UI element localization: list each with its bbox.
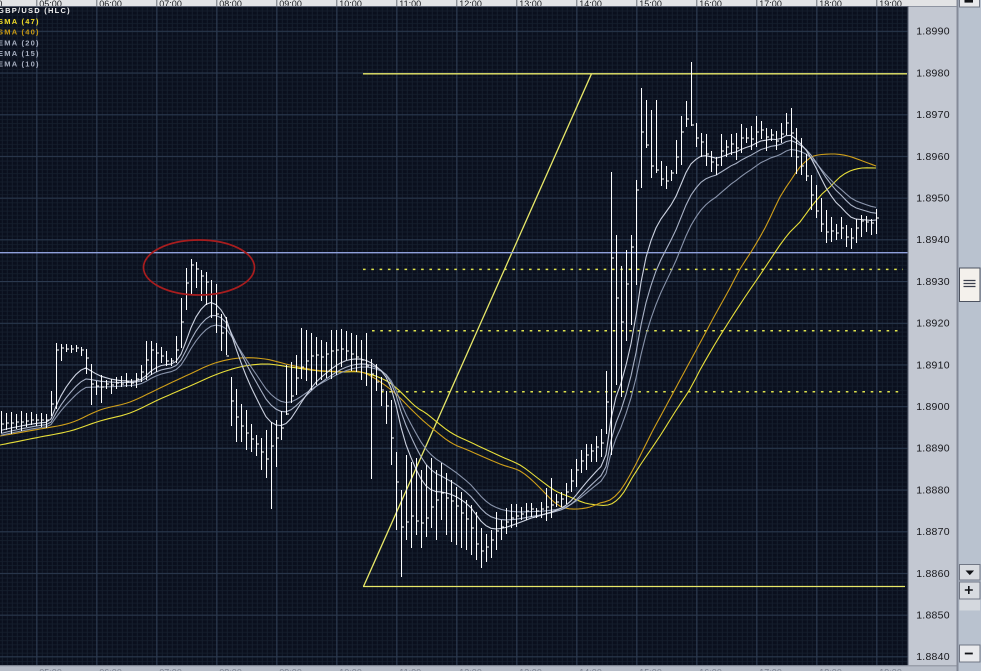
svg-text:07:00: 07:00 (159, 667, 182, 671)
svg-text:1.8970: 1.8970 (916, 109, 950, 121)
svg-text:SMA (47): SMA (47) (0, 17, 40, 26)
svg-text:1.8880: 1.8880 (916, 484, 950, 496)
svg-text:09:00: 09:00 (279, 0, 302, 9)
svg-text:EMA (20): EMA (20) (0, 38, 40, 47)
svg-text:1.8960: 1.8960 (916, 151, 950, 163)
svg-text:05:00: 05:00 (39, 0, 62, 9)
svg-text:1.8940: 1.8940 (916, 234, 950, 246)
svg-text:16:00: 16:00 (699, 0, 722, 9)
svg-text:1.8980: 1.8980 (916, 67, 950, 79)
svg-text:14:00: 14:00 (579, 667, 602, 671)
svg-text:17:00: 17:00 (759, 0, 782, 9)
svg-text:19:00: 19:00 (879, 0, 902, 9)
svg-text:07:00: 07:00 (159, 0, 182, 9)
svg-text:18:00: 18:00 (819, 0, 842, 9)
svg-text:15:00: 15:00 (639, 667, 662, 671)
svg-text:11:00: 11:00 (399, 0, 421, 9)
svg-text:1.8950: 1.8950 (916, 193, 950, 205)
svg-text:1.8870: 1.8870 (916, 526, 950, 538)
svg-text:1.8990: 1.8990 (916, 26, 950, 38)
svg-text:06:00: 06:00 (99, 0, 122, 9)
svg-text:19:00: 19:00 (879, 667, 902, 671)
svg-text:GBP/USD (HLC): GBP/USD (HLC) (0, 6, 71, 15)
svg-text:1.8890: 1.8890 (916, 443, 950, 455)
svg-text:1.8930: 1.8930 (916, 276, 950, 288)
svg-text:EMA (15): EMA (15) (0, 49, 40, 58)
svg-text:11:00: 11:00 (399, 667, 421, 671)
svg-text:13:00: 13:00 (519, 667, 542, 671)
svg-text:1.8860: 1.8860 (916, 568, 950, 580)
svg-text:08:00: 08:00 (219, 667, 242, 671)
svg-text:12:00: 12:00 (459, 667, 482, 671)
svg-text:06:00: 06:00 (99, 667, 122, 671)
svg-text:08:00: 08:00 (219, 0, 242, 9)
svg-text:04:00: 04:00 (0, 0, 2, 9)
svg-text:SMA (40): SMA (40) (0, 28, 40, 37)
svg-text:1.8900: 1.8900 (916, 401, 950, 413)
svg-text:09:00: 09:00 (279, 667, 302, 671)
svg-text:1.8840: 1.8840 (916, 651, 950, 663)
svg-text:15:00: 15:00 (639, 0, 662, 9)
svg-text:EMA (10): EMA (10) (0, 60, 40, 69)
svg-text:1.8850: 1.8850 (916, 610, 950, 622)
svg-text:18:00: 18:00 (819, 667, 842, 671)
svg-text:10:00: 10:00 (339, 0, 362, 9)
svg-text:13:00: 13:00 (519, 0, 542, 9)
svg-text:16:00: 16:00 (699, 667, 722, 671)
svg-text:10:00: 10:00 (339, 667, 362, 671)
svg-text:1.8920: 1.8920 (916, 318, 950, 330)
svg-text:14:00: 14:00 (579, 0, 602, 9)
svg-text:1.8910: 1.8910 (916, 359, 950, 371)
svg-text:12:00: 12:00 (459, 0, 482, 9)
svg-text:05:00: 05:00 (39, 667, 62, 671)
svg-text:17:00: 17:00 (759, 667, 782, 671)
